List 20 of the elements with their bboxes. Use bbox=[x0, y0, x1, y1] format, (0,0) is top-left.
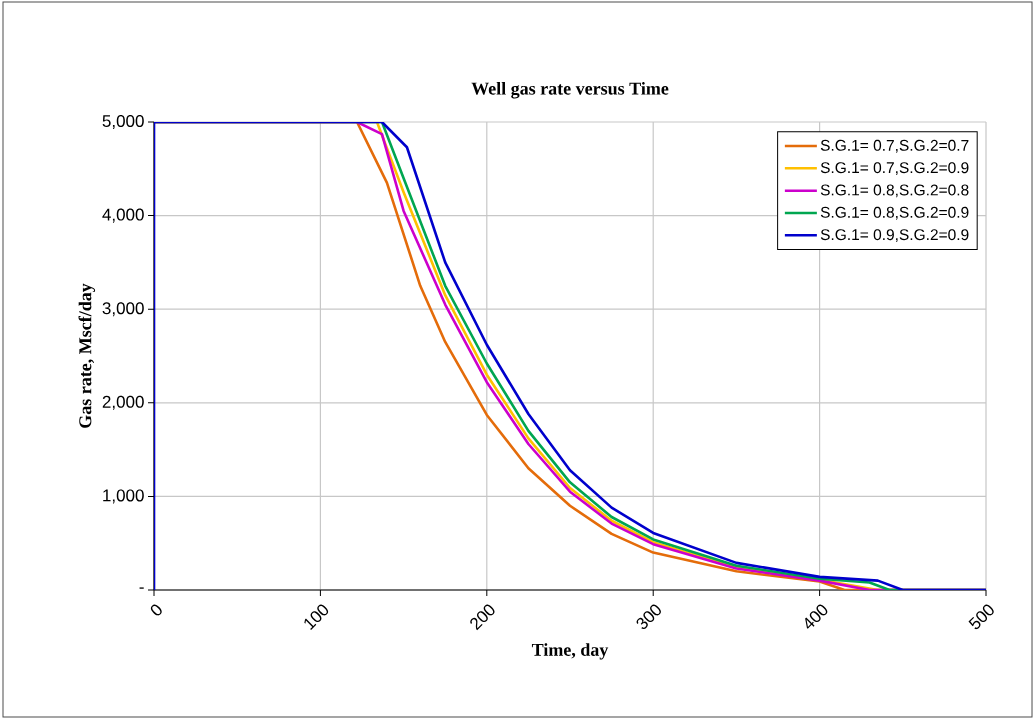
x-tick-label: 200 bbox=[470, 604, 495, 631]
y-tick-label: 4,000 bbox=[102, 208, 144, 223]
y-tick-label: 2,000 bbox=[102, 395, 144, 410]
y-tick-label: 1,000 bbox=[103, 489, 144, 504]
x-tick-label: 500 bbox=[968, 604, 994, 630]
legend-label: S.G.1= 0.8,S.G.2=0.9 bbox=[820, 206, 969, 220]
chart-title: Well gas rate versus Time bbox=[471, 82, 669, 99]
y-tick-label: 5,000 bbox=[102, 114, 144, 130]
legend-label: S.G.1= 0.9,S.G.2=0.9 bbox=[820, 229, 969, 242]
x-tick-label: 0 bbox=[150, 604, 162, 616]
y-axis-title: Gas rate, Mscf/day bbox=[78, 283, 96, 428]
x-axis-title: Time, day bbox=[531, 643, 609, 660]
legend-label: S.G.1= 0.7,S.G.2=0.7 bbox=[820, 139, 969, 153]
y-tick-label: 3,000 bbox=[102, 302, 144, 317]
y-tick-label: - bbox=[139, 587, 144, 589]
x-tick-label: 300 bbox=[636, 604, 661, 630]
x-tick-label: 100 bbox=[304, 604, 329, 630]
x-tick-label: 400 bbox=[805, 604, 828, 629]
legend-label: S.G.1= 0.7,S.G.2=0.9 bbox=[820, 162, 969, 175]
legend-label: S.G.1= 0.8,S.G.2=0.8 bbox=[820, 184, 969, 198]
